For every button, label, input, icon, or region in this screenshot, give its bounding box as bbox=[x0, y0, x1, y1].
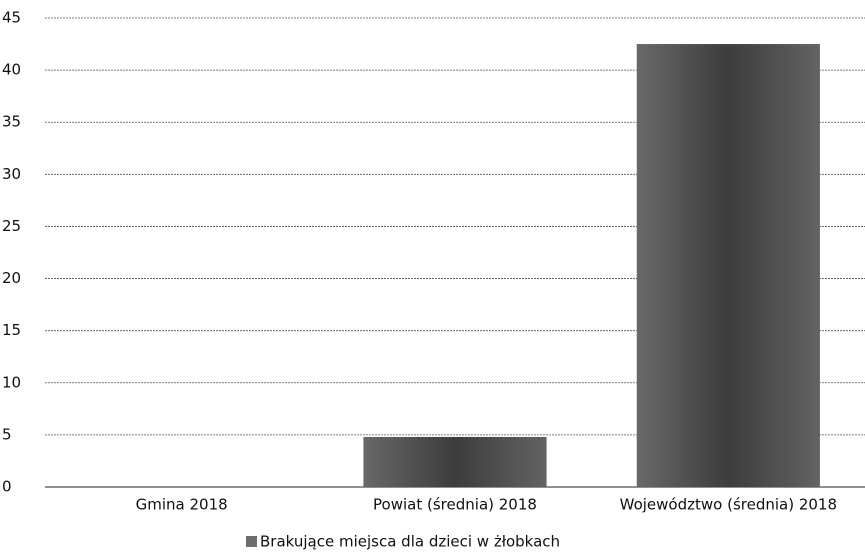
y-tick-label: 25 bbox=[2, 217, 21, 235]
y-tick-label: 40 bbox=[2, 61, 21, 79]
legend-label: Brakujące miejsca dla dzieci w żłobkach bbox=[260, 533, 560, 551]
x-tick-label: Województwo (średnia) 2018 bbox=[620, 496, 837, 514]
y-tick-label: 5 bbox=[2, 425, 12, 443]
y-tick-label: 0 bbox=[2, 478, 12, 496]
y-tick-label: 30 bbox=[2, 165, 21, 183]
y-tick-label: 15 bbox=[2, 321, 21, 339]
y-tick-label: 10 bbox=[2, 373, 21, 391]
bar-shade bbox=[363, 436, 547, 487]
x-tick-label: Gmina 2018 bbox=[136, 496, 228, 514]
y-tick-label: 20 bbox=[2, 269, 21, 287]
y-tick-label: 45 bbox=[2, 9, 21, 27]
bar-shade bbox=[636, 44, 820, 488]
legend-swatch bbox=[246, 536, 257, 547]
x-tick-label: Powiat (średnia) 2018 bbox=[373, 496, 537, 514]
y-tick-label: 35 bbox=[2, 113, 21, 131]
